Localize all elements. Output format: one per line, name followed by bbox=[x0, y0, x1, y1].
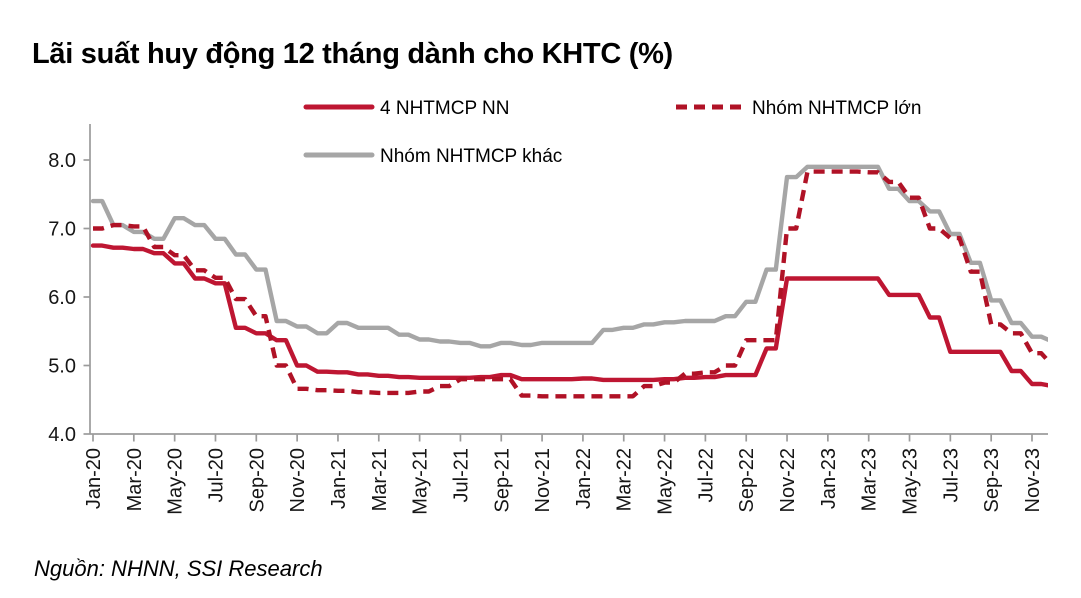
x-tick-label: Nov-22 bbox=[777, 448, 799, 512]
x-tick-label: Jul-23 bbox=[940, 448, 962, 502]
x-tick-label: Mar-23 bbox=[859, 448, 881, 511]
series-lines bbox=[90, 164, 1048, 399]
legend-item-nhom-nhtmcp-lon: Nhóm NHTMCP lớn bbox=[676, 98, 921, 119]
series-line-4-nhtmcp-nn bbox=[90, 243, 1048, 388]
x-tick-label: Jan-23 bbox=[818, 448, 840, 509]
legend-item-4-nhtmcp-nn: 4 NHTMCP NN bbox=[303, 98, 510, 119]
x-tick-label: Mar-21 bbox=[369, 448, 391, 511]
x-tick-label: Jul-21 bbox=[450, 448, 472, 502]
x-tick-label: Sep-23 bbox=[981, 448, 1003, 513]
y-axis-ticks: 4.0 5.0 6.0 7.0 8.0 bbox=[48, 150, 90, 446]
x-tick-label: May-20 bbox=[165, 448, 187, 515]
x-tick-label: Sep-22 bbox=[736, 448, 758, 513]
y-tick-label: 8.0 bbox=[48, 150, 76, 172]
chart-title: Lãi suất huy động 12 tháng dành cho KHTC… bbox=[32, 38, 673, 70]
x-tick-label: May-22 bbox=[655, 448, 677, 515]
axes bbox=[89, 124, 1048, 435]
x-tick-label: Nov-20 bbox=[287, 448, 309, 512]
x-axis-ticks: Jan-20 Mar-20 May-20 Jul-20 Sep-20 Nov-20 Jan-… bbox=[83, 434, 1044, 515]
x-tick-label: Sep-20 bbox=[246, 448, 268, 513]
x-tick-label: Mar-22 bbox=[614, 448, 636, 511]
y-tick-label: 5.0 bbox=[48, 356, 76, 378]
x-tick-label: May-23 bbox=[900, 448, 922, 515]
x-tick-label: May-21 bbox=[410, 448, 432, 515]
legend-label-4-nhtmcp-nn: 4 NHTMCP NN bbox=[380, 98, 510, 119]
x-tick-label: Nov-21 bbox=[532, 448, 554, 512]
x-tick-label: Jul-22 bbox=[695, 448, 717, 502]
x-tick-label: Mar-20 bbox=[124, 448, 146, 511]
series-line-nh-m-nhtmcp-l-n bbox=[93, 169, 1048, 399]
x-tick-label: Jul-20 bbox=[205, 448, 227, 502]
series-line-nh-m-nhtmcp-kh-c bbox=[90, 164, 1048, 349]
y-tick-label: 6.0 bbox=[48, 287, 76, 309]
source-note: Nguồn: NHNN, SSI Research bbox=[34, 556, 323, 581]
legend-label-nhom-nhtmcp-khac: Nhóm NHTMCP khác bbox=[380, 146, 562, 167]
chart-legend: 4 NHTMCP NN Nhóm NHTMCP lớn Nhóm NHTMCP … bbox=[303, 98, 921, 167]
x-tick-label: Jan-20 bbox=[83, 448, 105, 509]
y-tick-label: 4.0 bbox=[48, 424, 76, 446]
x-tick-label: Nov-23 bbox=[1022, 448, 1044, 512]
x-tick-label: Sep-21 bbox=[491, 448, 513, 513]
legend-label-nhom-nhtmcp-lon: Nhóm NHTMCP lớn bbox=[752, 98, 921, 119]
x-tick-label: Jan-21 bbox=[328, 448, 350, 509]
x-tick-label: Jan-22 bbox=[573, 448, 595, 509]
legend-item-nhom-nhtmcp-khac: Nhóm NHTMCP khác bbox=[303, 146, 562, 167]
y-tick-label: 7.0 bbox=[48, 219, 76, 241]
